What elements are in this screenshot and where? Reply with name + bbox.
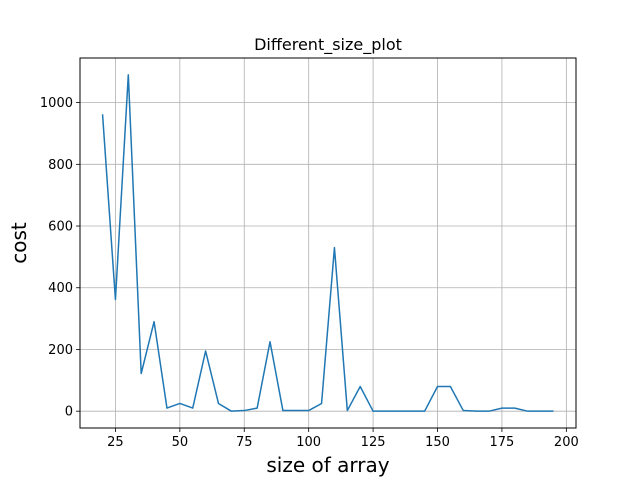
- x-tick-label: 25: [107, 435, 124, 450]
- x-tick-label: 150: [425, 435, 450, 450]
- grid: [80, 58, 576, 428]
- series-layer: [101, 74, 554, 412]
- plot-frame: [79, 57, 577, 429]
- chart-title: Different_size_plot: [254, 35, 402, 55]
- x-tick-label: 125: [361, 435, 386, 450]
- y-tick-label: 0: [65, 405, 73, 420]
- y-tick-label: 200: [48, 343, 73, 358]
- x-tick-label: 75: [236, 435, 253, 450]
- y-tick-label: 1000: [40, 96, 73, 111]
- series-points-0: [102, 74, 554, 412]
- x-tick-label: 50: [172, 435, 189, 450]
- y-tick-label: 800: [48, 158, 73, 173]
- y-axis-label: cost: [7, 222, 31, 264]
- x-tick-label: 175: [490, 435, 515, 450]
- x-tick-label: 100: [296, 435, 321, 450]
- x-ticks: 25 50 75 100 125 150 175 200: [107, 428, 579, 450]
- y-tick-label: 600: [48, 220, 73, 235]
- y-ticks: 0 200 400 600 800 1000: [40, 96, 80, 420]
- x-axis-label: size of array: [266, 453, 389, 477]
- series-line-0: [101, 74, 554, 412]
- x-tick-label: 200: [554, 435, 579, 450]
- y-tick-label: 400: [48, 281, 73, 296]
